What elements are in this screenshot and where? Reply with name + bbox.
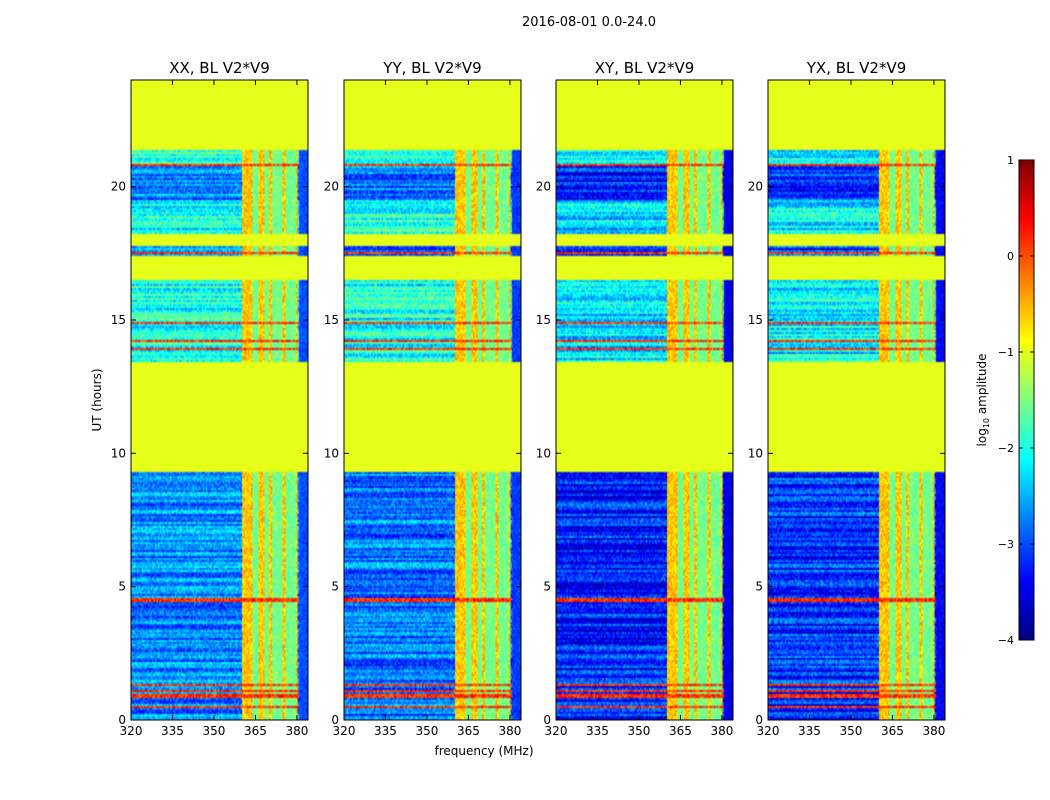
colorbar-tick-label: −2 [998,442,1014,455]
y-tick-label: 10 [536,446,551,460]
x-tick-label: 335 [586,724,609,738]
panel-xx: XX, BL V2*V9 320 335 350 365 380 0 5 10 15 20 [111,59,309,738]
x-tick-label: 365 [244,724,267,738]
panel-frame [555,79,734,721]
x-tick-label: 365 [457,724,480,738]
y-tick-label: 20 [111,180,126,194]
x-tick-label: 320 [757,724,780,738]
y-tick-label: 20 [324,180,339,194]
colorbar-label: log10 amplitude [975,354,991,447]
spectrogram-heatmap [344,80,521,720]
x-tick-label: 380 [498,724,521,738]
x-tick-label: 350 [840,724,863,738]
y-tick-label: 10 [111,446,126,460]
y-tick-label: 10 [748,446,763,460]
y-tick-label: 15 [324,313,339,327]
y-tick-label: 5 [331,580,339,594]
y-tick-label: 15 [748,313,763,327]
x-tick-label: 350 [416,724,439,738]
x-tick-label: 335 [161,724,184,738]
x-tick-label: 350 [203,724,226,738]
y-tick-label: 20 [536,180,551,194]
y-tick-label: 0 [755,713,763,727]
x-axis-label: frequency (MHz) [434,744,533,758]
x-tick-label: 380 [285,724,308,738]
panel-frame [130,79,309,721]
figure-title: 2016-08-01 0.0-24.0 [522,15,656,30]
panel-frame [343,79,522,721]
y-tick-label: 0 [543,713,551,727]
colorbar-tick-label: −1 [998,346,1014,359]
x-tick-label: 365 [881,724,904,738]
panel-xy: XY, BL V2*V9 320 335 350 365 380 0 5 10 15 20 [536,59,734,738]
colorbar-tick-label: −4 [998,634,1014,647]
y-tick-label: 20 [748,180,763,194]
x-tick-label: 380 [710,724,733,738]
panel-title: YX, BL V2*V9 [806,59,907,77]
x-tick-label: 380 [922,724,945,738]
x-tick-label: 350 [628,724,651,738]
colorbar: −4 −3 −2 −1 0 1 log10 amplitude [975,154,1035,647]
y-tick-label: 15 [111,313,126,327]
y-tick-label: 0 [331,713,339,727]
x-tick-label: 335 [374,724,397,738]
x-tick-label: 320 [333,724,356,738]
colorbar-gradient [1018,159,1035,641]
panel-title: XX, BL V2*V9 [169,59,270,77]
y-tick-label: 5 [755,580,763,594]
colorbar-tick-label: 0 [1007,250,1014,263]
spectrogram-heatmap [556,80,733,720]
x-tick-label: 335 [798,724,821,738]
y-tick-label: 5 [118,580,126,594]
y-tick-label: 10 [324,446,339,460]
colorbar-tick-label: 1 [1007,154,1014,167]
panel-frame [767,79,946,721]
x-tick-label: 320 [545,724,568,738]
panel-title: XY, BL V2*V9 [595,59,695,77]
y-axis-label: UT (hours) [90,368,104,431]
spectrogram-heatmap [131,80,308,720]
x-tick-label: 320 [120,724,143,738]
y-tick-label: 15 [536,313,551,327]
x-tick-label: 365 [669,724,692,738]
panel-yy: YY, BL V2*V9 320 335 350 365 380 0 5 10 15 20 [324,59,522,738]
panel-title: YY, BL V2*V9 [382,59,481,77]
panel-yx: YX, BL V2*V9 320 335 350 365 380 0 5 10 15 20 [748,59,946,738]
spectrogram-heatmap [768,80,945,720]
y-tick-label: 5 [543,580,551,594]
colorbar-tick-label: −3 [998,538,1014,551]
y-tick-label: 0 [118,713,126,727]
